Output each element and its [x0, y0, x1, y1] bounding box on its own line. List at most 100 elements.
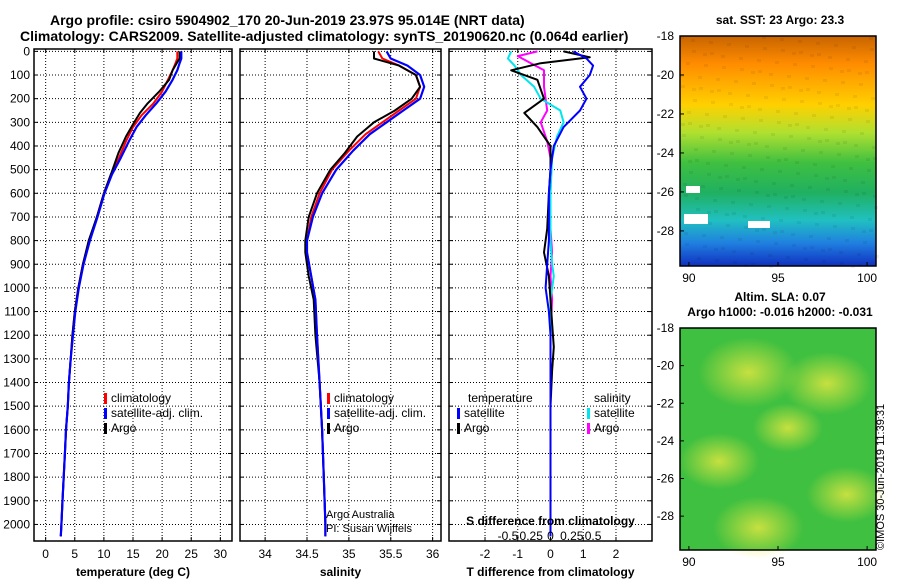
sst-map-texture [795, 161, 799, 164]
sst-map-texture [764, 96, 768, 99]
depth-tick-label: 800 [10, 234, 30, 248]
sst-map-cloud-mask [686, 186, 700, 193]
sst-map-texture [797, 221, 801, 224]
sst-map-texture [782, 98, 786, 101]
sst-map-ytick-label: -20 [657, 68, 675, 82]
sst-map-texture [847, 107, 851, 110]
sst-map-texture [838, 202, 842, 205]
sst-map-texture [860, 132, 864, 135]
sst-map-texture [822, 260, 826, 263]
sst-map-texture [870, 48, 874, 51]
temperature-line-satellite-adj-clim- [59, 51, 183, 537]
sst-map-texture [750, 252, 754, 255]
sst-map-ytick-label: -28 [657, 224, 675, 238]
sst-map-texture [813, 163, 817, 166]
difference-T-xtick-label: 1 [580, 547, 587, 561]
sst-map-texture [758, 70, 762, 73]
difference-T-xtick-label: -2 [480, 547, 491, 561]
difference-S-xtick-label: -0.5 [498, 529, 519, 543]
difference-T-xtick-label: 0 [547, 547, 554, 561]
salinity-xtick-label: 35 [342, 547, 356, 561]
difference-salinity-legend-swatch [587, 423, 590, 434]
depth-tick-label: 200 [10, 92, 30, 106]
depth-tick-label: 1900 [3, 494, 30, 508]
sla-map-anomaly-patch [752, 403, 823, 453]
sst-map-texture [791, 233, 795, 236]
sst-map-texture [865, 71, 869, 74]
temperature-xtick-label: 15 [126, 547, 140, 561]
sst-map-texture [820, 200, 824, 203]
sst-map-texture [811, 65, 815, 68]
salinity-legend-label: climatology [334, 391, 394, 405]
sst-map-texture [873, 157, 877, 160]
sst-map-texture [755, 191, 759, 194]
sst-map-texture [843, 141, 847, 144]
sst-map-texture [746, 94, 750, 97]
sst-map-texture [821, 211, 825, 214]
sst-map-texture [762, 228, 766, 231]
sst-map-texture [685, 243, 689, 246]
sla-map-ytick-label: -26 [657, 472, 675, 486]
salinity-legend-swatch [327, 408, 330, 419]
difference-salinity-legend-label: satellite [594, 406, 635, 420]
sst-map-texture [806, 126, 810, 129]
sst-map-texture [818, 140, 822, 143]
salinity-xlabel: salinity [320, 565, 362, 579]
sst-map-texture [699, 125, 703, 128]
sst-map-texture [810, 54, 814, 57]
sst-map-texture [692, 88, 696, 91]
sst-map-texture [692, 50, 696, 53]
sla-map-subtitle: Argo h1000: -0.016 h2000: -0.031 [687, 305, 873, 319]
salinity-xtick-label: 35.5 [379, 547, 403, 561]
sst-map-xtick-label: 90 [682, 271, 696, 285]
sst-map-texture [871, 97, 875, 100]
sst-map-texture [861, 181, 865, 184]
salinity-legend-label: Argo [334, 421, 360, 435]
sst-map-texture [785, 207, 789, 210]
sst-map-texture [705, 113, 709, 116]
sst-map-texture [836, 104, 840, 107]
temperature-legend-swatch [104, 408, 107, 419]
depth-tick-label: 100 [10, 68, 30, 82]
sla-map-anomaly-patch [782, 352, 872, 415]
sst-map-texture [781, 87, 785, 90]
pi-annotation: PI: Susan Wijffels [326, 523, 412, 535]
depth-tick-label: 300 [10, 115, 30, 129]
sst-map-texture [740, 68, 744, 71]
sst-map-texture [684, 232, 688, 235]
sst-map-texture [719, 187, 723, 190]
sst-map-texture [694, 148, 698, 151]
sst-map-texture [816, 42, 820, 45]
sst-map-texture [680, 74, 684, 77]
sst-map-texture [827, 237, 831, 240]
temperature-panel-frame [33, 48, 233, 542]
sst-map-texture [823, 79, 827, 82]
depth-tick-label: 1600 [3, 423, 30, 437]
temperature-legend-label: satellite-adj. clim. [111, 406, 203, 420]
sst-map-texture [695, 197, 699, 200]
sst-map-texture [850, 216, 854, 219]
sla-map [679, 327, 887, 560]
sla-map-anomaly-patch [679, 433, 760, 490]
sst-map-ytick-label: -26 [657, 185, 675, 199]
sst-map-texture [844, 190, 848, 193]
sst-map-texture [821, 249, 825, 252]
sst-map-texture [828, 56, 832, 59]
sst-map-texture [710, 90, 714, 93]
sst-map-texture [865, 109, 869, 112]
sst-map-texture [829, 105, 833, 108]
sla-map-xtick-label: 100 [857, 555, 877, 569]
sst-map-texture [699, 87, 703, 90]
sst-map-texture [840, 70, 844, 73]
temperature-legend-swatch [104, 423, 107, 434]
sst-map-texture [801, 149, 805, 152]
sst-map-texture [794, 112, 798, 115]
sst-map-texture [754, 180, 758, 183]
sst-map-texture [831, 165, 835, 168]
sst-map-texture [749, 203, 753, 206]
sst-map-texture [721, 247, 725, 250]
sla-map-ytick-label: -28 [657, 509, 675, 523]
temperature-legend-label: climatology [111, 391, 171, 405]
sst-map-texture [825, 139, 829, 142]
